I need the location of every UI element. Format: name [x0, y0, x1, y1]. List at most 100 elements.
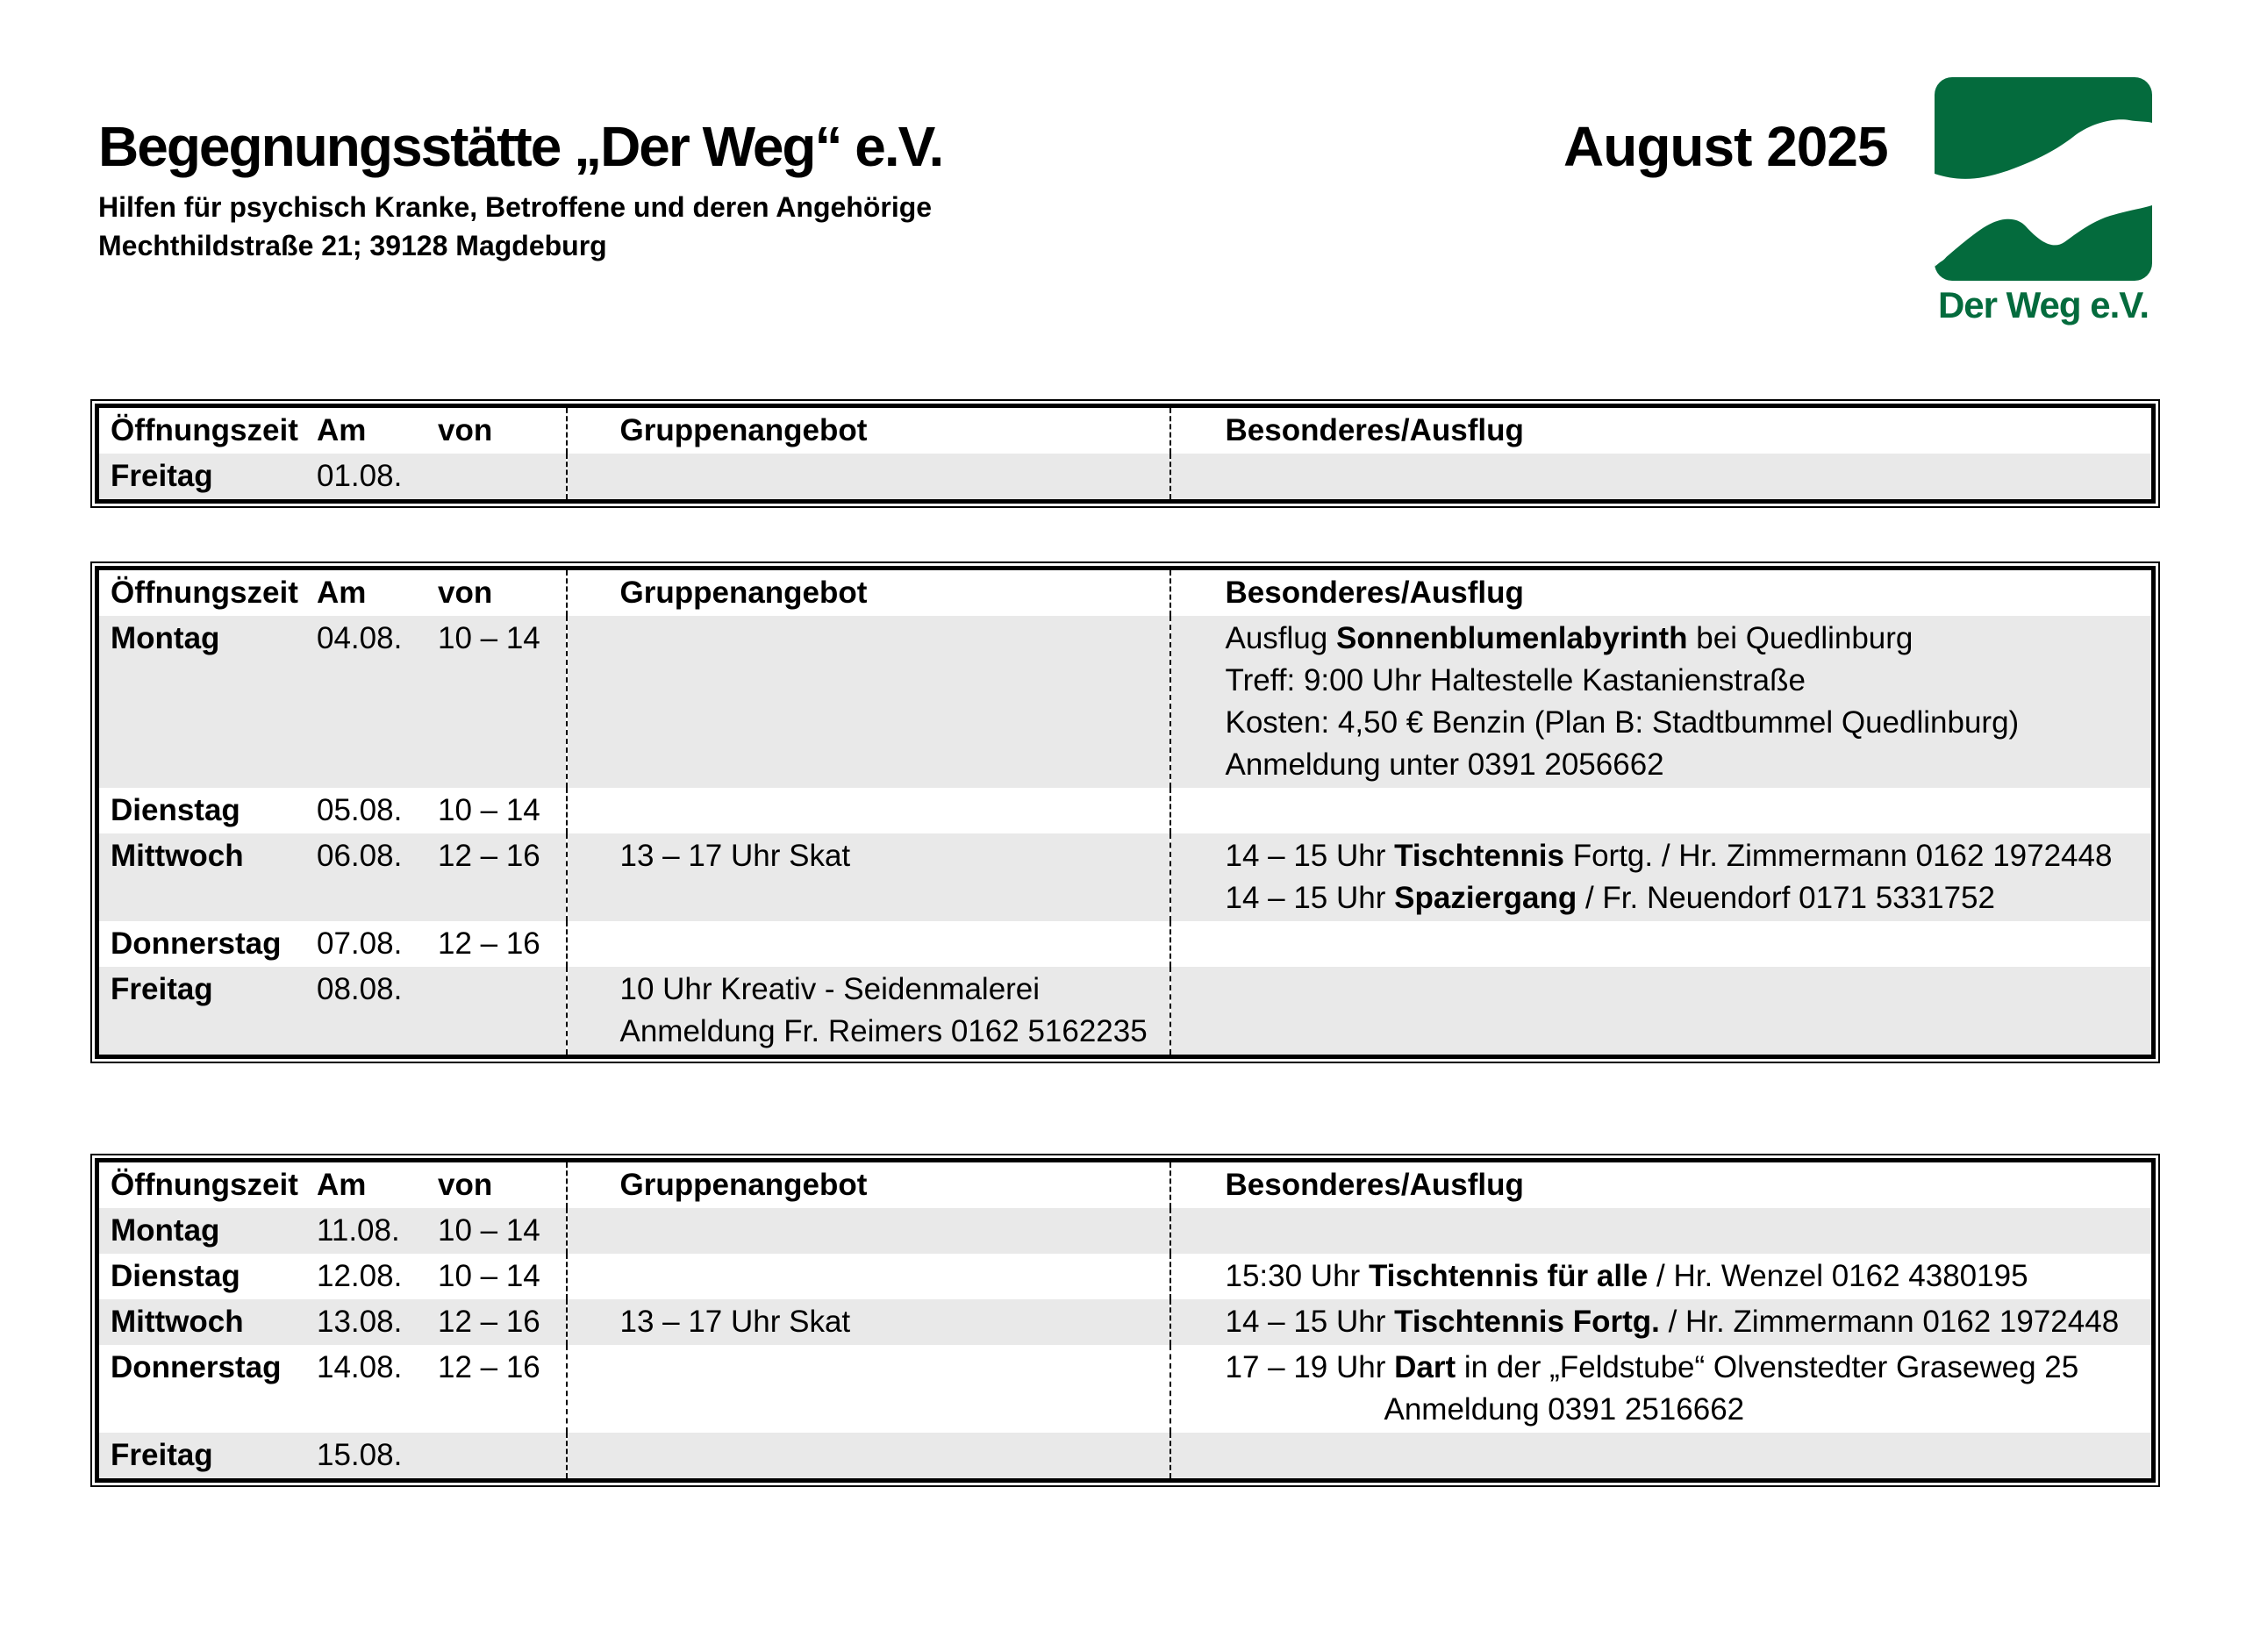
header-label: Gruppenangebot: [620, 1164, 1169, 1206]
text-run: 13 – 17 Uhr Skat: [619, 1305, 851, 1339]
header-cell-gruppenangebot: Gruppenangebot: [565, 568, 1170, 616]
cell-special: Ausflug Sonnenblumenlabyrinth bei Quedli…: [1169, 616, 2154, 788]
table-row: Mittwoch 13.08. 12 – 16 13 – 17 Uhr Skat 14 …: [97, 1299, 2154, 1345]
date-label: 14.08.: [317, 1350, 403, 1384]
day-line: Mittwoch 06.08. 12 – 16: [99, 835, 566, 877]
text-run: 14 – 15 Uhr: [1225, 839, 1395, 873]
header-label: Besonderes/Ausflug: [1226, 1164, 2152, 1206]
time-label: 10 – 14: [438, 1213, 540, 1248]
day-line: Freitag 01.08.: [99, 455, 566, 497]
day-line: Freitag 15.08.: [99, 1434, 566, 1477]
text-run: 14 – 15 Uhr: [1225, 881, 1395, 915]
day-line: Öffnungszeit Am von: [99, 410, 566, 452]
day-label: Öffnungszeit: [111, 576, 298, 610]
header-label: Gruppenangebot: [620, 410, 1169, 452]
cell-group-offer: 13 – 17 Uhr Skat: [565, 833, 1170, 921]
cell-group-offer: 10 Uhr Kreativ - Seidenmalerei Anmeldung …: [565, 967, 1170, 1057]
special-line: Ausflug Sonnenblumenlabyrinth bei Quedli…: [1226, 618, 2152, 660]
time-label: 12 – 16: [438, 1305, 540, 1339]
day-label: Freitag: [111, 459, 213, 493]
header-cell-besonderes: Besonderes/Ausflug: [1169, 568, 2154, 616]
page-subtitle: Hilfen für psychisch Kranke, Betroffene …: [98, 191, 933, 223]
day-label: Freitag: [111, 972, 213, 1006]
text-run: in der „Feldstube“ Olvenstedter Graseweg…: [1456, 1350, 2079, 1384]
cell-group-offer: [565, 454, 1170, 502]
text-run: Anmeldung unter 0391 2056662: [1225, 747, 1664, 782]
cell-opening-time: Dienstag 05.08. 10 – 14: [97, 788, 567, 833]
table-header-row: Öffnungszeit Am von Gruppenangebot Besondere…: [97, 405, 2154, 454]
cell-special: [1169, 1433, 2154, 1481]
text-run: / Hr. Zimmermann 0162 1972448: [1659, 1305, 2120, 1339]
date-label: Am: [317, 1168, 367, 1202]
table-row: Donnerstag 07.08. 12 – 16: [97, 921, 2154, 967]
day-label: Donnerstag: [111, 1350, 282, 1384]
date-label: 05.08.: [317, 793, 403, 827]
day-line: Montag 04.08. 10 – 14: [99, 618, 566, 660]
cell-opening-time: Dienstag 12.08. 10 – 14: [97, 1254, 567, 1299]
special-line: 15:30 Uhr Tischtennis für alle / Hr. Wen…: [1226, 1255, 2152, 1298]
highlight-text: Spaziergang: [1394, 881, 1577, 915]
text-run: Gruppenangebot: [619, 413, 868, 447]
time-label: 10 – 14: [438, 621, 540, 655]
text-run: / Fr. Neuendorf 0171 5331752: [1577, 881, 1995, 915]
cell-opening-time: Mittwoch 06.08. 12 – 16: [97, 833, 567, 921]
date-label: 11.08.: [317, 1213, 400, 1248]
time-label: von: [438, 413, 493, 447]
schedule-table-week1: Öffnungszeit Am von Gruppenangebot Besondere…: [90, 561, 2160, 1063]
text-run: bei Quedlinburg: [1687, 621, 1913, 655]
day-label: Öffnungszeit: [111, 1168, 298, 1202]
day-line: Montag 11.08. 10 – 14: [99, 1210, 566, 1252]
text-run: Kosten: 4,50 € Benzin (Plan B: Stadtbumm…: [1225, 705, 2020, 740]
cell-group-offer: [565, 788, 1170, 833]
table-row: Dienstag 12.08. 10 – 14 15:30 Uhr Tischtenn…: [97, 1254, 2154, 1299]
header-cell-gruppenangebot: Gruppenangebot: [565, 405, 1170, 454]
time-label: 12 – 16: [438, 926, 540, 961]
day-line: Mittwoch 13.08. 12 – 16: [99, 1301, 566, 1343]
table-header-row: Öffnungszeit Am von Gruppenangebot Besondere…: [97, 1160, 2154, 1209]
cell-opening-time: Montag 04.08. 10 – 14: [97, 616, 567, 788]
cell-special: [1169, 788, 2154, 833]
special-line: 14 – 15 Uhr Tischtennis Fortg. / Hr. Zim…: [1226, 835, 2152, 877]
time-label: von: [438, 1168, 493, 1202]
day-label: Mittwoch: [111, 839, 244, 873]
text-run: Fortg. / Hr. Zimmermann 0162 1972448: [1563, 839, 2113, 873]
schedule-table: Öffnungszeit Am von Gruppenangebot Besondere…: [95, 404, 2156, 504]
schedule-table-week2: Öffnungszeit Am von Gruppenangebot Besondere…: [90, 1154, 2160, 1487]
time-label: 10 – 14: [438, 1259, 540, 1293]
time-label: 10 – 14: [438, 793, 540, 827]
cell-special: [1169, 1208, 2154, 1254]
text-run: Gruppenangebot: [619, 1168, 868, 1202]
time-label: von: [438, 576, 493, 610]
special-line: 14 – 15 Uhr Tischtennis Fortg. / Hr. Zim…: [1226, 1301, 2152, 1343]
highlight-text: Tischtennis Fortg.: [1394, 1305, 1660, 1339]
date-label: 06.08.: [317, 839, 403, 873]
cell-special: 17 – 19 Uhr Dart in der „Feldstube“ Olve…: [1169, 1345, 2154, 1433]
cell-group-offer: [565, 921, 1170, 967]
cell-special: [1169, 967, 2154, 1057]
special-line: 17 – 19 Uhr Dart in der „Feldstube“ Olve…: [1226, 1347, 2152, 1389]
table-row: Donnerstag 14.08. 12 – 16 17 – 19 Uhr Dart …: [97, 1345, 2154, 1433]
text-run: 13 – 17 Uhr Skat: [619, 839, 851, 873]
table-row: Mittwoch 06.08. 12 – 16 13 – 17 Uhr Skat 14 …: [97, 833, 2154, 921]
cell-opening-time: Freitag 08.08.: [97, 967, 567, 1057]
org-logo: Der Weg e.V.: [1935, 77, 2152, 326]
date-label: 04.08.: [317, 621, 403, 655]
highlight-text: Tischtennis: [1394, 839, 1564, 873]
header-cell-besonderes: Besonderes/Ausflug: [1169, 1160, 2154, 1208]
day-label: Donnerstag: [111, 926, 282, 961]
day-label: Dienstag: [111, 793, 240, 827]
date-label: Am: [317, 413, 367, 447]
cell-special: 15:30 Uhr Tischtennis für alle / Hr. Wen…: [1169, 1254, 2154, 1299]
special-line: Kosten: 4,50 € Benzin (Plan B: Stadtbumm…: [1226, 702, 2152, 744]
table-header-row: Öffnungszeit Am von Gruppenangebot Besondere…: [97, 568, 2154, 616]
cell-opening-time: Donnerstag 07.08. 12 – 16: [97, 921, 567, 967]
day-line: Donnerstag 07.08. 12 – 16: [99, 923, 566, 965]
table-row: Montag 04.08. 10 – 14 Ausflug Sonnenblumenl…: [97, 616, 2154, 788]
day-label: Mittwoch: [111, 1305, 244, 1339]
cell-special: [1169, 454, 2154, 502]
schedule-table: Öffnungszeit Am von Gruppenangebot Besondere…: [95, 1158, 2156, 1483]
table-row: Freitag 15.08.: [97, 1433, 2154, 1481]
header-cell-oeffnungszeit: Öffnungszeit Am von: [97, 1161, 567, 1209]
cell-opening-time: Montag 11.08. 10 – 14: [97, 1208, 567, 1254]
page-title: Begegnungsstätte „Der Weg“ e.V.: [98, 115, 944, 178]
